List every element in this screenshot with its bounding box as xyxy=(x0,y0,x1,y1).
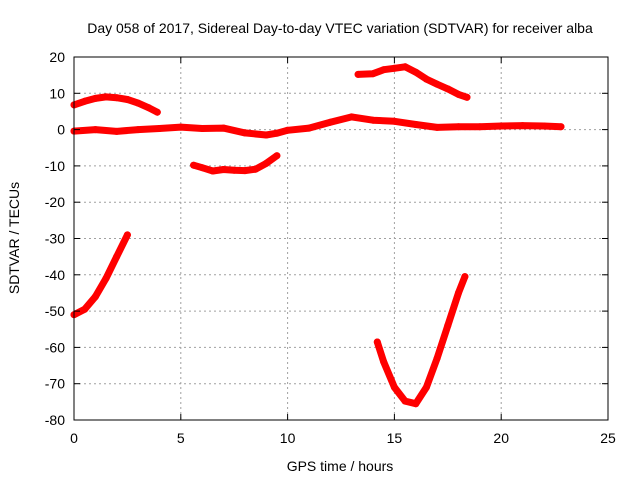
data-point xyxy=(348,113,356,121)
data-point xyxy=(326,118,334,126)
data-point xyxy=(461,273,469,281)
y-tick-label: -70 xyxy=(45,376,65,392)
data-point xyxy=(444,85,452,93)
data-point xyxy=(177,123,185,131)
data-point xyxy=(444,322,452,330)
data-point xyxy=(519,122,527,130)
data-point xyxy=(422,75,430,83)
data-point xyxy=(412,68,420,76)
y-tick-label: -50 xyxy=(45,303,65,319)
x-axis-label: GPS time / hours xyxy=(287,458,394,474)
data-point xyxy=(433,80,441,88)
data-point xyxy=(476,123,484,131)
data-point xyxy=(390,64,398,72)
data-point xyxy=(220,166,227,173)
y-tick-label: -10 xyxy=(45,158,65,174)
data-point xyxy=(305,124,313,132)
data-point xyxy=(155,125,163,132)
x-tick-label: 25 xyxy=(600,430,616,446)
data-point xyxy=(390,383,398,391)
x-tick-label: 15 xyxy=(387,430,403,446)
data-point xyxy=(412,121,420,128)
data-point xyxy=(422,383,430,391)
data-point xyxy=(463,93,471,101)
data-point xyxy=(557,123,565,131)
data-point xyxy=(390,117,398,125)
data-point xyxy=(145,104,153,112)
data-point xyxy=(241,167,249,175)
y-tick-label: -20 xyxy=(45,194,65,210)
y-tick-label: -30 xyxy=(45,231,65,247)
data-point xyxy=(262,159,270,167)
data-point xyxy=(401,63,409,71)
y-tick-label: 0 xyxy=(57,122,65,138)
x-tick-label: 0 xyxy=(70,430,78,446)
data-point xyxy=(91,126,99,134)
data-point xyxy=(134,126,142,134)
data-point xyxy=(102,274,110,282)
chart-title: Day 058 of 2017, Sidereal Day-to-day VTE… xyxy=(87,20,593,36)
data-point xyxy=(113,253,121,261)
data-point xyxy=(209,167,217,175)
data-point xyxy=(230,166,238,174)
data-point xyxy=(380,358,388,366)
data-point xyxy=(273,152,281,160)
data-point xyxy=(380,66,388,74)
data-point xyxy=(153,108,161,116)
data-point xyxy=(81,305,89,313)
data-point xyxy=(412,400,420,408)
data-point xyxy=(373,338,381,346)
data-point xyxy=(262,131,270,139)
data-point xyxy=(198,125,206,132)
axis-ticks: 0 5 10 15 20 25 -80 -70 -60 -50 -40 -30 -20 -10 0 10 20 xyxy=(45,49,616,446)
grid xyxy=(74,57,608,420)
data-point xyxy=(433,123,441,131)
data-point xyxy=(252,165,260,173)
data-point xyxy=(220,124,227,132)
data-point xyxy=(91,94,99,102)
data-point xyxy=(123,231,131,239)
data-point xyxy=(540,122,548,130)
data-point xyxy=(401,397,409,405)
data-point xyxy=(91,293,99,301)
y-tick-label: 10 xyxy=(49,85,65,101)
y-tick-label: 20 xyxy=(49,49,65,65)
series-arc-6 xyxy=(373,273,469,408)
data-point xyxy=(497,122,505,130)
data-point xyxy=(455,90,462,98)
y-tick-label: -40 xyxy=(45,267,65,283)
data-point xyxy=(113,94,121,102)
data-point xyxy=(134,99,142,107)
data-point xyxy=(284,126,292,134)
y-tick-label: -80 xyxy=(45,412,65,428)
x-tick-label: 5 xyxy=(177,430,185,446)
x-tick-label: 10 xyxy=(280,430,296,446)
data-point xyxy=(433,354,441,362)
data-point xyxy=(81,97,89,105)
data-point xyxy=(455,289,462,297)
data-point xyxy=(123,96,131,103)
data-point xyxy=(190,161,198,169)
data-point xyxy=(455,123,462,131)
data-point xyxy=(273,129,281,137)
data-point xyxy=(369,116,377,124)
data-point xyxy=(113,127,121,135)
data-point xyxy=(198,164,206,172)
y-axis-label: SDTVAR / TECUs xyxy=(6,182,22,294)
data-point xyxy=(102,93,110,101)
data-point xyxy=(354,70,362,78)
y-tick-label: -60 xyxy=(45,339,65,355)
data-point xyxy=(241,129,249,137)
x-tick-label: 20 xyxy=(493,430,509,446)
data-series xyxy=(70,63,565,408)
data-point xyxy=(369,70,377,78)
